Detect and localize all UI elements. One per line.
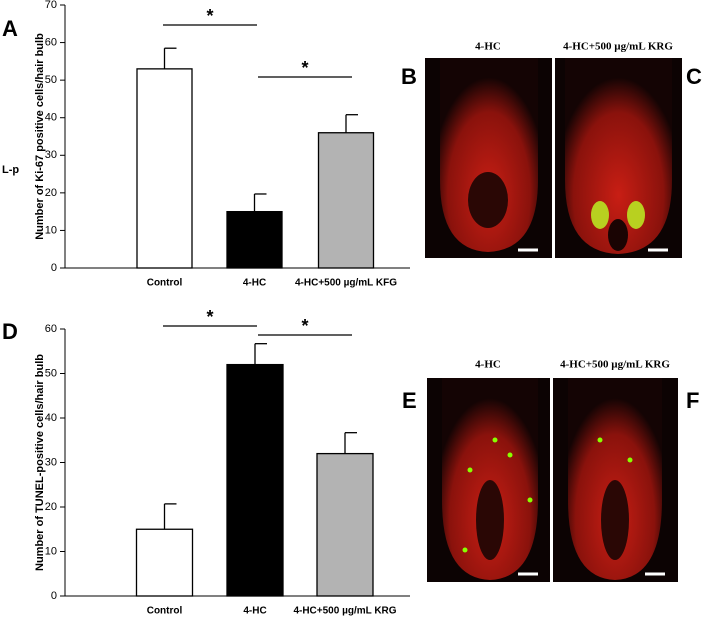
- y-axis-label: Number of TUNEL-positive cells/hair bulb: [34, 354, 46, 571]
- x-tick-label: Control: [147, 606, 183, 617]
- hair-bulb: [568, 378, 662, 580]
- panel-label: C: [686, 64, 702, 89]
- papilla: [476, 480, 504, 560]
- y-tick-label: 60: [45, 36, 57, 48]
- x-tick-label: 4-HC: [243, 278, 266, 289]
- image-caption: 4-HC: [475, 359, 501, 371]
- image-caption: 4-HC: [475, 41, 501, 53]
- panel-label: D: [2, 319, 18, 344]
- micrographs: [425, 58, 682, 582]
- y-tick-label: 30: [45, 149, 57, 161]
- y-tick-label: 30: [45, 456, 57, 468]
- significance-star: *: [301, 58, 308, 78]
- y-axis-label: Number of Ki-67 positive cells/hair bulb: [34, 33, 46, 240]
- panel-label: A: [2, 16, 18, 41]
- bar: [226, 210, 283, 269]
- x-tick-label: Control: [147, 278, 183, 289]
- papilla: [468, 172, 508, 228]
- significance-star: *: [206, 6, 213, 26]
- papilla: [601, 480, 629, 560]
- papilla: [608, 219, 628, 251]
- bar: [317, 132, 375, 269]
- image-caption: 4-HC+500 µg/mL KRG: [563, 41, 673, 53]
- panel-label: B: [401, 64, 417, 89]
- y-tick-label: 60: [45, 323, 57, 335]
- stain: [591, 201, 609, 229]
- panel-label: F: [686, 388, 699, 413]
- y-tick-label: 20: [45, 501, 57, 513]
- x-tick-label: 4-HC: [243, 606, 266, 617]
- y-tick-label: 20: [45, 187, 57, 199]
- y-tick-label: 70: [45, 0, 57, 11]
- x-tick-label: 4-HC+500 µg/mL KFG: [295, 278, 397, 289]
- y-tick-label: 0: [51, 262, 57, 274]
- y-tick-label: 10: [45, 545, 57, 557]
- panel-label: E: [402, 388, 417, 413]
- significance-star: *: [206, 307, 213, 327]
- hair-bulb: [440, 58, 538, 252]
- stain: [627, 201, 645, 229]
- bar: [135, 528, 194, 597]
- bar: [226, 363, 284, 597]
- hair-bulb: [442, 378, 538, 580]
- y-tick-label: 0: [51, 590, 57, 602]
- y-tick-label: 40: [45, 412, 57, 424]
- image-caption: 4-HC+500 µg/mL KRG: [560, 359, 670, 371]
- side-label: L-p: [2, 164, 19, 176]
- hair-bulb: [565, 58, 672, 254]
- y-tick-label: 50: [45, 74, 57, 86]
- y-tick-label: 50: [45, 367, 57, 379]
- bar: [136, 68, 193, 269]
- y-tick-label: 10: [45, 224, 57, 236]
- bar: [316, 452, 374, 597]
- x-tick-label: 4-HC+500 µg/mL KRG: [293, 606, 396, 617]
- significance-star: *: [301, 316, 308, 336]
- y-tick-label: 40: [45, 112, 57, 124]
